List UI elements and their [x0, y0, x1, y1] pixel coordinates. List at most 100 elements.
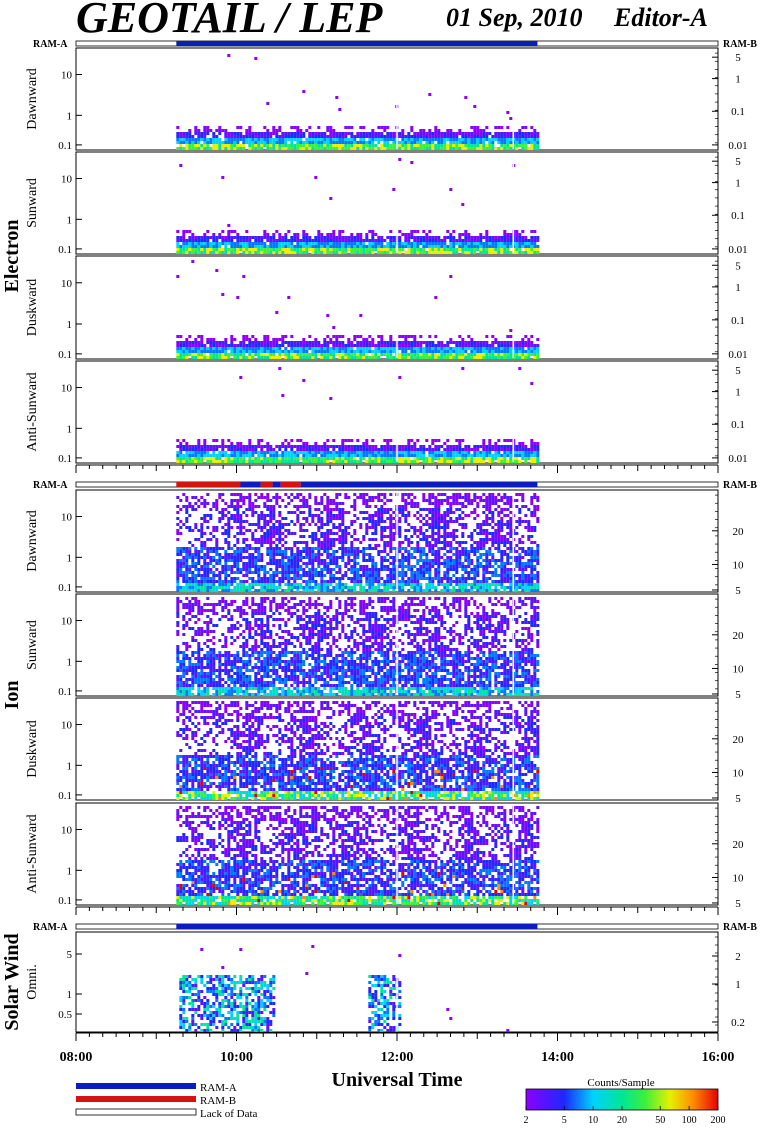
spectrogram-cell [416, 356, 420, 359]
spectrogram-cell [389, 335, 393, 338]
spectrogram-cell [422, 496, 426, 499]
spectrogram-cell [479, 245, 483, 248]
spectrogram-cell [326, 147, 330, 150]
spectrogram-cell [380, 526, 384, 529]
spectrogram-cell [440, 445, 444, 448]
spectrogram-cell [323, 574, 327, 577]
spectrogram-cell [329, 541, 333, 544]
spectrogram-cell [482, 141, 486, 144]
spectrogram-cell [392, 574, 396, 577]
y-tick-label: 0.1 [58, 140, 72, 152]
spectrogram-cell [533, 141, 537, 144]
spectrogram-cell [296, 541, 300, 544]
spectrogram-cell [431, 559, 435, 562]
spectrogram-cell [362, 457, 366, 460]
spectrogram-cell [308, 460, 312, 463]
spectrogram-cell [527, 344, 531, 347]
spectrogram-cell [398, 535, 402, 538]
spectrogram-cell [194, 236, 198, 239]
spectrogram-cell [242, 568, 246, 571]
spectrogram-cell [215, 138, 219, 141]
spectrogram-cell [293, 457, 297, 460]
spectrogram-cell [461, 356, 465, 359]
spectrogram-cell [434, 589, 438, 592]
spectrogram-cell [308, 586, 312, 589]
spectrogram-cell [278, 526, 282, 529]
spectrogram-cell [425, 553, 429, 556]
spectrogram-cell [449, 236, 453, 239]
ram-segment-ion-2 [260, 482, 273, 487]
spectrogram-cell [245, 514, 249, 517]
spectrogram-cell [473, 248, 477, 251]
spectrogram-cell [257, 583, 261, 586]
spectrogram-cell [266, 577, 270, 580]
spectrogram-cell [266, 335, 270, 338]
spectrogram-cell [386, 589, 390, 592]
spectrogram-cell [257, 568, 261, 571]
spectrogram-cell [233, 553, 237, 556]
spectrogram-cell [344, 248, 348, 251]
spectrogram-cell [284, 583, 288, 586]
spectrogram-cell [479, 147, 483, 150]
spectrogram-cell [311, 353, 315, 356]
spectrogram-cell [239, 135, 243, 138]
spectrogram-cell [209, 338, 213, 341]
spectrogram-cell [341, 574, 345, 577]
spectrogram-cell [329, 132, 333, 135]
spectrogram-cell [353, 574, 357, 577]
spectrogram-cell [275, 454, 279, 457]
spectrogram-cell [533, 138, 537, 141]
spectrogram-cell [242, 147, 246, 150]
spectrogram-cell [500, 138, 504, 141]
spectrogram-cell [239, 586, 243, 589]
spectrogram-cell [266, 541, 270, 544]
spectrogram-cell [389, 541, 393, 544]
spectrogram-cell [239, 144, 243, 147]
spectrogram-cell [272, 529, 276, 532]
spectrogram-cell [230, 577, 234, 580]
spectrogram-cell [257, 580, 261, 583]
spectrogram-cell [323, 535, 327, 538]
spectrogram-cell [278, 356, 282, 359]
spectrogram-cell [536, 460, 540, 463]
spectrogram-cell [434, 242, 438, 245]
spectrogram-cell [452, 141, 456, 144]
spectrogram-cell [527, 350, 531, 353]
spectrogram-cell [506, 451, 510, 454]
spectrogram-cell [467, 233, 471, 236]
spectrogram-cell [416, 586, 420, 589]
spectrogram-cell [368, 571, 372, 574]
spectrogram-cell [467, 454, 471, 457]
spectrogram-cell [194, 547, 198, 550]
spectrogram-cell [194, 508, 198, 511]
spectrogram-cell [482, 448, 486, 451]
spectrogram-cell [380, 514, 384, 517]
spectrogram-cell [428, 451, 432, 454]
spectrogram-cell [185, 144, 189, 147]
spectrogram-cell [188, 344, 192, 347]
ram-segment-ion-1 [240, 482, 261, 487]
spectrogram-cell [335, 586, 339, 589]
spectrogram-cell [470, 248, 474, 251]
spectrogram-cell [347, 559, 351, 562]
spectrogram-cell [200, 535, 204, 538]
spectrogram-cell [323, 559, 327, 562]
spectrogram-cell [404, 338, 408, 341]
spectrogram-cell [437, 141, 441, 144]
spectrogram-cell [458, 132, 462, 135]
spectrogram-cell [383, 580, 387, 583]
spectrogram-cell [212, 132, 216, 135]
spectrogram-cell [272, 583, 276, 586]
spectrogram-cell [425, 568, 429, 571]
spectrogram-cell [392, 451, 396, 454]
spectrogram-cell [485, 451, 489, 454]
spectrogram-cell [410, 460, 414, 463]
spectrogram-cell [290, 562, 294, 565]
spectrogram-cell [197, 583, 201, 586]
spectrogram-cell [344, 541, 348, 544]
spectrogram-cell [428, 559, 432, 562]
spectrogram-cell [455, 445, 459, 448]
spectrogram-cell [311, 559, 315, 562]
spectrogram-cell [401, 541, 405, 544]
spectrogram-cell [293, 138, 297, 141]
